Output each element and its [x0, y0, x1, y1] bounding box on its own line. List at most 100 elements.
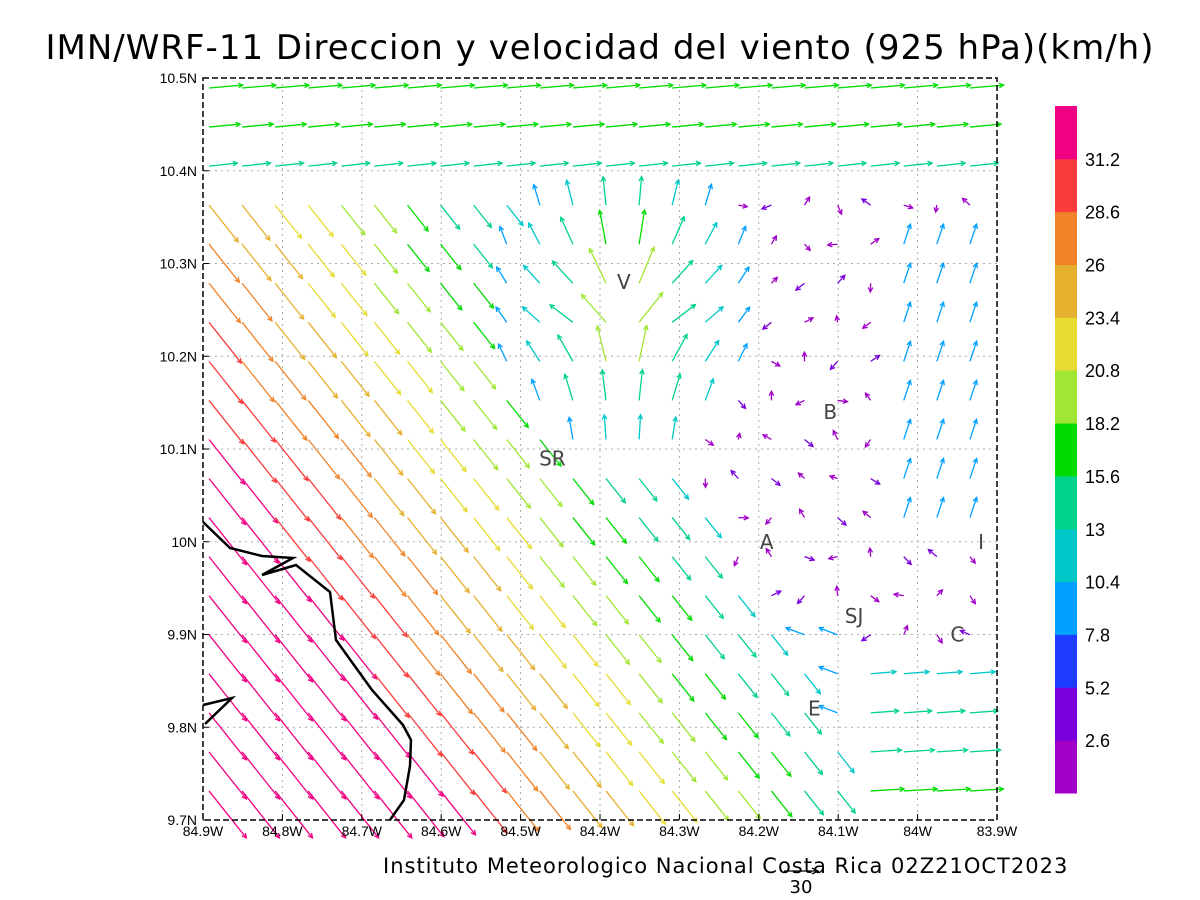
wind-arrow [473, 790, 508, 835]
wind-arrow [532, 183, 541, 206]
wind-arrow [705, 82, 741, 89]
wind-arrow [522, 264, 541, 284]
wind-arrow [440, 478, 468, 513]
wind-arrow [867, 546, 874, 557]
wind-arrow [473, 321, 496, 350]
wind-arrow [870, 237, 880, 245]
wind-arrow [567, 415, 574, 440]
wind-arrow [797, 472, 805, 480]
wind-arrow [794, 282, 805, 292]
wind-arrow [564, 178, 574, 206]
wind-arrow [969, 339, 979, 362]
wind-arrow [738, 203, 749, 209]
wind-arrow [374, 160, 405, 167]
x-tick-label: 83.9W [977, 823, 1018, 839]
wind-arrow [530, 377, 541, 401]
islet-outline [202, 695, 237, 725]
wind-arrow [208, 82, 245, 89]
wind-arrow [374, 121, 407, 128]
place-label: E [808, 697, 821, 721]
wind-arrow [870, 669, 898, 675]
wind-arrow [274, 204, 303, 240]
colorbar-segment [1055, 581, 1077, 635]
wind-arrow [406, 439, 436, 475]
wind-arrow [572, 82, 609, 89]
wind-arrow [241, 243, 272, 282]
wind-arrow [440, 517, 469, 554]
wind-arrow [864, 439, 872, 449]
wind-arrow [473, 360, 497, 390]
wind-arrow [406, 360, 434, 394]
y-tick-label: 9.7N [167, 812, 197, 828]
wind-arrow [440, 121, 474, 128]
wind-arrow [638, 517, 659, 543]
wind-arrow [969, 747, 1003, 754]
wind-arrow [770, 634, 789, 657]
wind-arrow [406, 243, 430, 273]
wind-arrow [506, 556, 534, 591]
wind-arrow [473, 282, 495, 310]
wind-arrow [771, 121, 804, 128]
wind-arrow [837, 790, 856, 815]
wind-arrow [208, 243, 241, 284]
colorbar-segment [1055, 211, 1077, 266]
wind-arrow [837, 517, 848, 526]
reference-vector: 30 [784, 867, 820, 898]
wind-arrow [506, 400, 530, 429]
place-label: B [823, 400, 837, 424]
wind-arrow [473, 204, 493, 229]
wind-arrow [307, 517, 343, 561]
wind-arrow [736, 431, 742, 440]
coastline [202, 521, 413, 821]
wind-arrow [969, 556, 977, 565]
wind-arrow [208, 790, 248, 840]
wind-arrow [860, 198, 872, 206]
wind-arrow [506, 634, 536, 671]
wind-arrow [572, 121, 606, 128]
wind-arrow [817, 626, 838, 636]
wind-arrow [308, 82, 344, 89]
wind-arrow [440, 160, 471, 167]
x-tick-label: 84.8W [262, 823, 303, 839]
wind-arrow [506, 439, 531, 469]
wind-arrow [936, 588, 944, 597]
wind-arrow [770, 751, 792, 778]
reference-vector-label: 30 [790, 877, 813, 898]
wind-arrow [605, 634, 631, 666]
wind-arrow [506, 121, 540, 128]
wind-arrow [406, 556, 439, 596]
wind-arrow [506, 790, 540, 833]
wind-arrow [274, 400, 308, 442]
wind-arrow [406, 634, 441, 677]
colorbar-segment [1055, 264, 1077, 318]
wind-arrow [572, 634, 599, 668]
wind-arrow [817, 665, 838, 675]
wind-arrow [969, 418, 979, 440]
colorbar-segment [1055, 687, 1077, 741]
wind-arrow [406, 478, 437, 515]
wind-arrow [242, 121, 275, 128]
wind-arrow [340, 439, 372, 479]
wind-arrow [969, 457, 979, 479]
wind-arrow [601, 413, 608, 440]
wind-arrow [704, 751, 729, 782]
wind-arrow [903, 160, 934, 167]
wind-arrow [903, 300, 912, 323]
colorbar-label: 13 [1085, 520, 1105, 540]
wind-arrow [969, 222, 979, 245]
wind-arrow [638, 368, 645, 401]
colorbar-segment [1055, 423, 1077, 477]
wind-arrow [241, 360, 275, 403]
wind-arrow [738, 514, 750, 521]
wind-arrow [936, 222, 945, 245]
wind-arrow [580, 293, 607, 323]
wind-arrow [870, 160, 901, 167]
wind-arrow [539, 121, 573, 128]
y-tick-label: 10.4N [160, 163, 197, 179]
wind-arrow [770, 234, 778, 245]
wind-arrow [440, 243, 462, 271]
wind-arrow [737, 305, 751, 323]
wind-arrow [828, 474, 838, 481]
wind-arrow [572, 595, 598, 627]
wind-arrow [605, 478, 627, 504]
